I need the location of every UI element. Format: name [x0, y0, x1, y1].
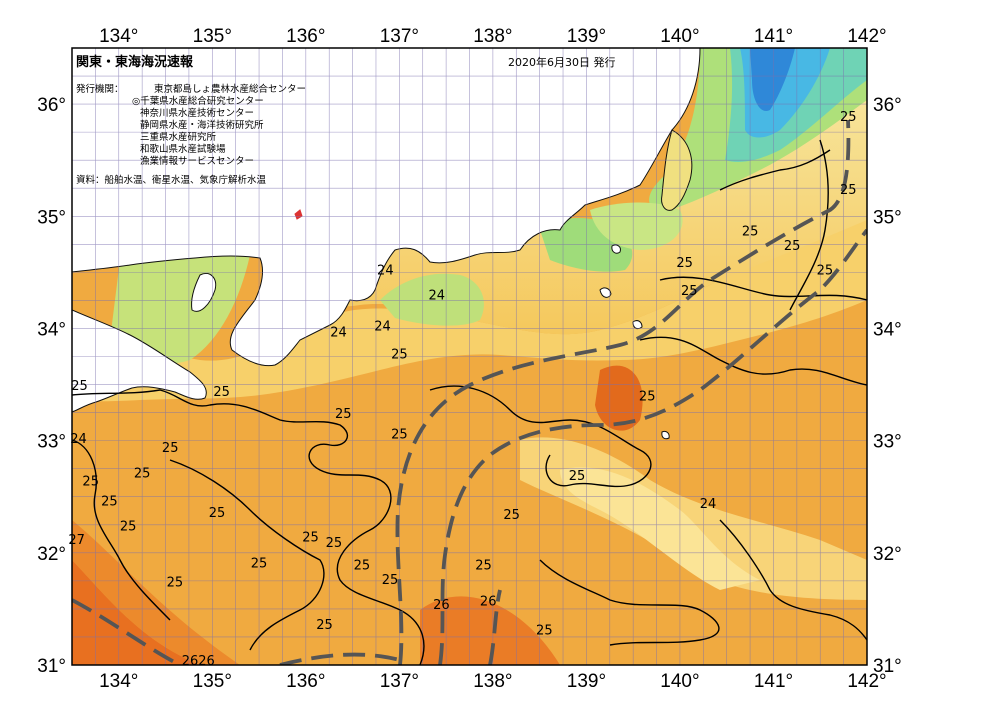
land-areas — [72, 48, 701, 440]
contour-label: 25 — [742, 224, 759, 239]
contour-label: 24 — [70, 432, 87, 447]
longitude-labels-bottom: 134° 135° 136° 137° 138° 139° 140° 141° 142° — [99, 671, 887, 692]
longitude-label: 140° — [660, 671, 699, 692]
longitude-label: 136° — [286, 26, 325, 47]
longitude-label: 139° — [567, 671, 606, 692]
longitude-label: 137° — [380, 671, 419, 692]
contour-label: 25 — [71, 379, 88, 394]
latitude-label: 32° — [873, 544, 902, 565]
latitude-label: 31° — [37, 656, 66, 677]
kuroshio-axis — [72, 119, 867, 665]
contour-label: 25 — [475, 559, 492, 574]
contour-label: 27 — [68, 533, 85, 548]
contour-label: 25 — [681, 284, 698, 299]
latitude-label: 33° — [873, 432, 902, 453]
latitude-label: 31° — [873, 656, 902, 677]
longitude-label: 141° — [754, 671, 793, 692]
contour-label: 25 — [316, 618, 333, 633]
latitude-labels-left: 36° 35° 34° 33° 32° 31° — [37, 95, 66, 677]
publisher-4: 静岡県水産・海洋技術研究所 — [140, 119, 264, 131]
longitude-label: 136° — [286, 671, 325, 692]
contour-label: 25 — [302, 531, 319, 546]
publisher-3: 神奈川県水産技術センター — [140, 107, 254, 119]
publisher-1: 東京都島しょ農林水産総合センター — [154, 83, 306, 95]
latitude-label: 36° — [37, 95, 66, 116]
latitude-label: 34° — [37, 319, 66, 340]
contour-label: 25 — [213, 385, 230, 400]
contour-label: 25 — [82, 475, 99, 490]
data-sources: 資料：船舶水温、衛星水温、気象庁解析水温 — [76, 174, 267, 186]
longitude-label: 138° — [473, 671, 512, 692]
contour-label: 25 — [251, 556, 268, 571]
latitude-label: 33° — [37, 432, 66, 453]
latitude-label: 35° — [37, 207, 66, 228]
contour-label: 25 — [391, 348, 408, 363]
publisher-7: 漁業情報サービスセンター — [140, 155, 254, 167]
longitude-label: 140° — [660, 26, 699, 47]
isotherm-lines — [72, 139, 867, 665]
publisher-6: 和歌山県水産試験場 — [140, 143, 226, 155]
latitude-label: 35° — [873, 207, 902, 228]
contour-label: 25 — [391, 427, 408, 442]
lat-lon-grid — [72, 48, 867, 665]
header-block: 関東・東海海況速報 2020年6月30日 発行 発行機関： 東京都島しょ農林水産… — [76, 54, 616, 186]
map-title: 関東・東海海況速報 — [76, 54, 194, 70]
contour-label: 24 — [428, 288, 445, 303]
contour-label: 25 — [167, 575, 184, 590]
map-frame — [71, 47, 868, 666]
longitude-labels-top: 134° 135° 136° 137° 138° 139° 140° 141° 142° — [99, 26, 887, 47]
longitude-label: 141° — [754, 26, 793, 47]
contour-label: 25 — [120, 519, 137, 534]
contour-label: 25 — [209, 506, 226, 521]
contour-label: 25 — [354, 559, 371, 574]
contour-label: 2626 — [182, 654, 215, 669]
contour-label: 24 — [374, 320, 391, 335]
contour-label: 25 — [162, 441, 179, 456]
latitude-labels-right: 36° 35° 34° 33° 32° 31° — [873, 95, 902, 677]
contour-label: 26 — [480, 595, 497, 610]
longitude-label: 139° — [567, 26, 606, 47]
issue-date: 2020年6月30日 発行 — [508, 55, 616, 69]
contour-label: 25 — [569, 469, 586, 484]
contour-label: 26 — [433, 598, 450, 613]
contour-label: 25 — [335, 407, 352, 422]
contour-label: 25 — [676, 256, 693, 271]
contour-label: 24 — [377, 264, 394, 279]
longitude-label: 138° — [473, 26, 512, 47]
contour-label: 25 — [840, 183, 857, 198]
latitude-label: 36° — [873, 95, 902, 116]
contour-label: 25 — [101, 495, 118, 510]
contour-label: 25 — [817, 264, 834, 279]
publisher-label: 発行機関： — [76, 83, 124, 95]
longitude-label: 142° — [847, 26, 886, 47]
contour-label: 25 — [536, 624, 553, 639]
publisher-2: ◎千葉県水産総合研究センター — [132, 95, 264, 107]
longitude-label: 134° — [99, 26, 138, 47]
longitude-label: 134° — [99, 671, 138, 692]
latitude-label: 34° — [873, 319, 902, 340]
publisher-5: 三重県水産研究所 — [140, 131, 217, 143]
contour-label: 25 — [840, 110, 857, 125]
latitude-label: 32° — [37, 544, 66, 565]
contour-label: 25 — [639, 389, 656, 404]
longitude-label: 135° — [193, 26, 232, 47]
contour-label: 25 — [382, 573, 399, 588]
longitude-label: 135° — [193, 671, 232, 692]
contour-label: 25 — [503, 508, 520, 523]
contour-label: 25 — [326, 536, 343, 551]
contour-label: 25 — [134, 467, 151, 482]
longitude-label: 142° — [847, 671, 886, 692]
longitude-label: 137° — [380, 26, 419, 47]
contour-label: 25 — [784, 239, 801, 254]
contour-label: 24 — [330, 325, 347, 340]
contour-label: 24 — [700, 497, 717, 512]
